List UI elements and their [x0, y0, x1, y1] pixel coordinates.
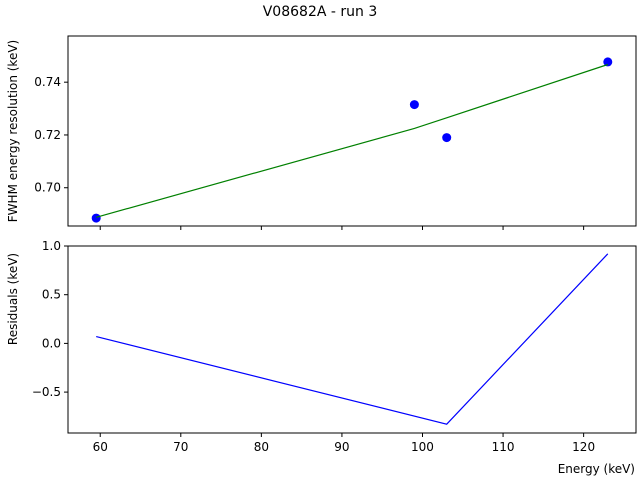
residuals-axes-frame: [67, 245, 637, 434]
figure-title: V08682A - run 3: [263, 4, 378, 20]
resolution-data-point-3: [603, 57, 613, 67]
y-axis-label-resolution: FWHM energy resolution (keV): [6, 40, 20, 222]
residuals-y-tick-label-2: 0.5: [42, 288, 61, 302]
residuals-y-tick-label-0: −0.5: [32, 385, 61, 399]
residuals-series-line-0: [96, 253, 609, 425]
resolution-y-tick-label-1: 0.72: [34, 128, 61, 142]
resolution-y-tick-label-0: 0.70: [34, 181, 61, 195]
resolution-plot: 0.70 0.72 0.74: [34, 35, 637, 230]
residuals-y-tick-label-1: 0.0: [42, 336, 61, 350]
y-axis-label-residuals: Residuals (keV): [6, 253, 20, 345]
resolution-data-point-1: [409, 100, 419, 110]
residuals-x-tick-label-3: 90: [334, 440, 349, 454]
resolution-data-point-2: [442, 133, 452, 143]
resolution-data-point-0: [91, 213, 101, 223]
resolution-y-tick-label-2: 0.74: [34, 75, 61, 89]
residuals-x-tick-label-5: 110: [492, 440, 515, 454]
residuals-x-tick-label-6: 120: [572, 440, 595, 454]
residuals-y-tick-label-3: 1.0: [42, 239, 61, 253]
residuals-x-tick-label-0: 60: [93, 440, 108, 454]
residuals-x-tick-label-4: 100: [411, 440, 434, 454]
x-axis-label: Energy (keV): [558, 462, 635, 476]
residuals-x-tick-label-2: 80: [254, 440, 269, 454]
resolution-axes-frame: [67, 35, 637, 227]
residuals-plot: 60 70 80 90 100 110 120 −0.5 0.0 0.5 1.0: [32, 239, 637, 454]
residuals-x-tick-label-1: 70: [173, 440, 188, 454]
resolution-series-line-1: [96, 63, 608, 218]
